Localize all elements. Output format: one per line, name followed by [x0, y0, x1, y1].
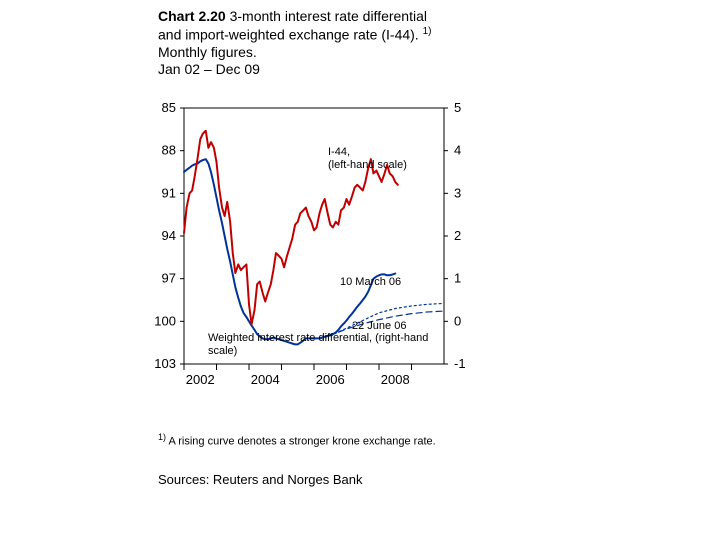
svg-text:85: 85: [162, 100, 176, 115]
page: Chart 2.20 3-month interest rate differe…: [0, 0, 720, 540]
footnote-sup: 1): [158, 432, 166, 442]
svg-text:2002: 2002: [186, 372, 215, 387]
svg-text:2008: 2008: [381, 372, 410, 387]
footnote-text: A rising curve denotes a stronger krone …: [166, 436, 436, 448]
svg-text:91: 91: [162, 185, 176, 200]
series-label-ratediff: Weighted interest rate differential, (ri…: [208, 332, 428, 357]
footnote: 1) A rising curve denotes a stronger kro…: [158, 432, 478, 449]
svg-text:100: 100: [154, 313, 176, 328]
series-label-i44: I-44, (left-hand scale): [328, 146, 407, 171]
chart-title: Chart 2.20 3-month interest rate differe…: [158, 8, 478, 79]
svg-text:0: 0: [454, 313, 461, 328]
title-l1: 3-month interest rate differential: [226, 8, 427, 24]
svg-text:103: 103: [154, 356, 176, 371]
svg-text:3: 3: [454, 185, 461, 200]
chart: 85 88 91 94 97 100 103 5 4 3 2 1 0 -1 2002 2004 2006 2008…: [140, 98, 480, 398]
svg-text:-1: -1: [454, 356, 466, 371]
title-bold: Chart 2.20: [158, 8, 226, 24]
series-label-10mar: 10 March 06: [340, 276, 401, 289]
title-l4: Jan 02 – Dec 09: [158, 61, 260, 77]
series-label-22jun: 22 June 06: [352, 320, 406, 333]
svg-text:94: 94: [162, 228, 176, 243]
svg-text:2: 2: [454, 228, 461, 243]
svg-text:4: 4: [454, 143, 461, 158]
svg-text:5: 5: [454, 100, 461, 115]
svg-text:2004: 2004: [251, 372, 280, 387]
svg-text:1: 1: [454, 271, 461, 286]
sources: Sources: Reuters and Norges Bank: [158, 472, 478, 487]
title-l2-sup: 1): [423, 26, 432, 37]
svg-text:97: 97: [162, 271, 176, 286]
svg-text:2006: 2006: [316, 372, 345, 387]
title-l2-pre: and import-weighted exchange rate (I-44)…: [158, 26, 423, 42]
title-l3: Monthly figures.: [158, 44, 257, 60]
svg-text:88: 88: [162, 143, 176, 158]
